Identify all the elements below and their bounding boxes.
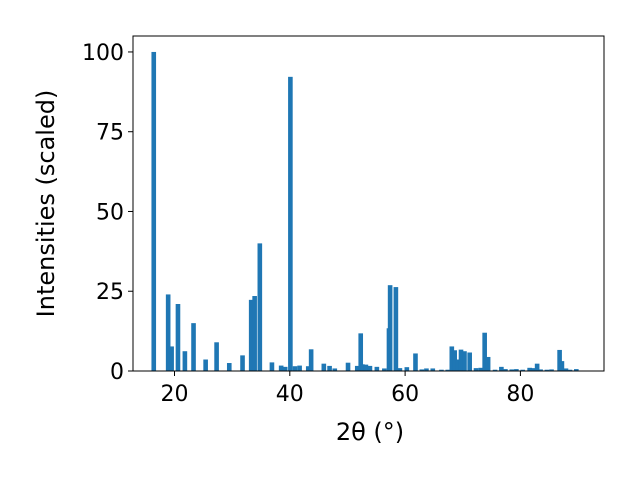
- bar: [419, 369, 425, 371]
- bar: [458, 349, 464, 371]
- bar: [478, 367, 483, 371]
- x-tick-label: 20: [161, 382, 189, 407]
- bar: [397, 368, 403, 371]
- bar: [503, 369, 508, 371]
- y-tick-label: 75: [96, 121, 124, 146]
- bar: [374, 366, 380, 371]
- bar: [282, 366, 288, 371]
- bar: [252, 296, 257, 371]
- bar: [169, 346, 174, 371]
- bar: [430, 368, 436, 371]
- x-tick-label: 80: [506, 382, 534, 407]
- bar: [485, 356, 491, 371]
- bar: [248, 299, 254, 371]
- bar: [527, 367, 532, 371]
- bar: [404, 367, 410, 371]
- bar: [191, 323, 196, 371]
- bar: [559, 361, 565, 371]
- bar: [332, 368, 338, 371]
- y-tick-label: 25: [96, 280, 124, 305]
- bar: [449, 346, 455, 371]
- bar: [182, 351, 188, 371]
- bar: [269, 362, 275, 371]
- bar: [214, 342, 219, 371]
- bar: [292, 366, 298, 371]
- bar: [345, 362, 351, 371]
- bar: [482, 332, 487, 371]
- bar: [538, 369, 543, 371]
- x-axis-label: 2θ (°): [336, 418, 404, 446]
- bar: [499, 366, 504, 371]
- bar: [278, 365, 284, 371]
- bar: [557, 349, 562, 371]
- bar: [354, 365, 360, 371]
- bar: [520, 369, 526, 371]
- bar: [413, 353, 418, 371]
- bar: [165, 294, 171, 371]
- bar: [544, 369, 550, 371]
- bar: [240, 355, 245, 371]
- bar: [473, 368, 479, 371]
- x-tick-label: 60: [391, 382, 419, 407]
- bar: [387, 285, 393, 371]
- bar: [492, 369, 498, 371]
- bar: [358, 333, 364, 371]
- bar: [203, 359, 208, 371]
- bar: [534, 363, 540, 371]
- bar: [327, 365, 332, 371]
- axes-frame: [132, 35, 605, 372]
- bar: [321, 363, 327, 371]
- bar: [467, 352, 472, 371]
- bar: [462, 351, 467, 371]
- bar: [367, 365, 373, 371]
- bar: [424, 368, 429, 371]
- bars-group: [151, 51, 579, 371]
- bar: [305, 366, 311, 371]
- x-axis-ticks: 20 40 60 80: [161, 371, 534, 407]
- bar: [439, 369, 444, 371]
- bar: [509, 369, 515, 371]
- bar: [288, 76, 293, 371]
- bar: [531, 368, 536, 371]
- bar: [563, 368, 569, 371]
- bar: [226, 363, 232, 371]
- bar: [297, 365, 302, 371]
- bar: [363, 364, 369, 371]
- bar: [452, 350, 457, 371]
- y-axis-ticks: 0 25 50 75 100: [82, 41, 133, 385]
- bar: [308, 349, 314, 371]
- bar: [455, 359, 461, 371]
- bar: [574, 369, 579, 371]
- bar: [360, 364, 365, 371]
- bar: [567, 369, 573, 371]
- y-tick-label: 100: [82, 41, 124, 66]
- bar: [175, 304, 181, 371]
- bar: [514, 369, 519, 371]
- bar: [549, 369, 554, 371]
- bar: [257, 243, 263, 371]
- y-tick-label: 50: [96, 200, 124, 225]
- bar: [393, 287, 399, 371]
- y-axis-label: Intensities (scaled): [32, 90, 60, 318]
- y-tick-label: 0: [110, 360, 124, 385]
- bar: [445, 369, 451, 371]
- bar: [382, 368, 387, 371]
- x-tick-label: 40: [276, 382, 304, 407]
- bar: [151, 51, 157, 371]
